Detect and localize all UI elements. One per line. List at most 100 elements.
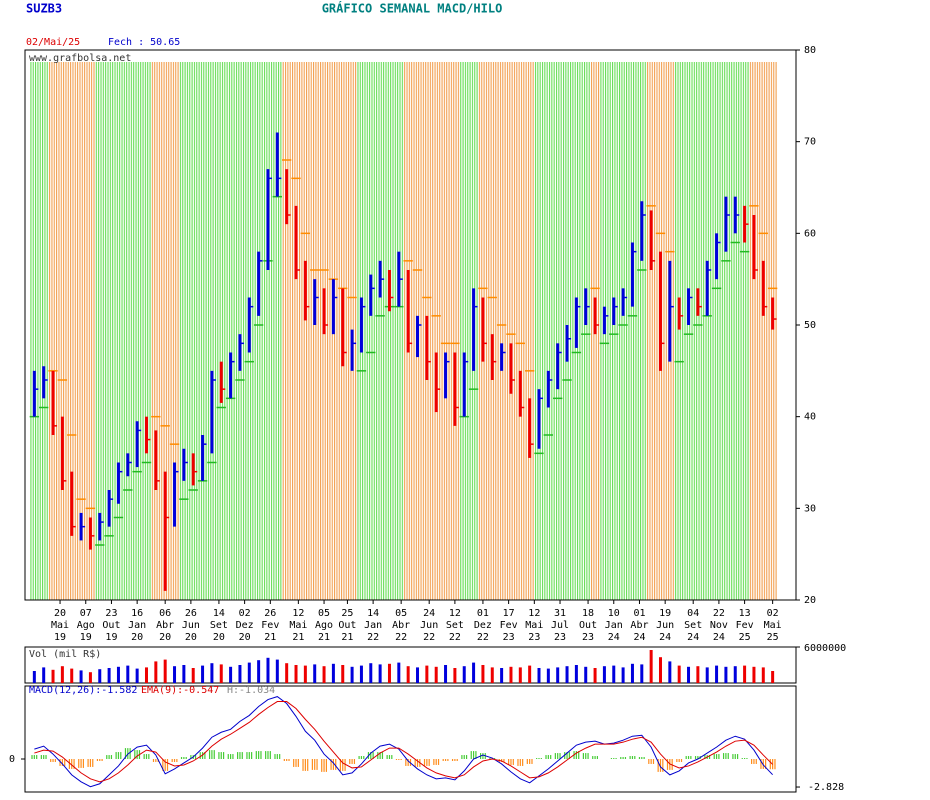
hilo-band [646, 62, 656, 600]
chart-title: GRÁFICO SEMANAL MACD/HILO [322, 1, 503, 16]
volume-bar [303, 665, 307, 683]
macd-tick-label: -2.828 [808, 782, 844, 793]
x-tick-label-line: 25 [767, 632, 779, 643]
x-tick-label-line: 21 [264, 632, 276, 643]
volume-bar [70, 668, 74, 683]
x-tick-label-line: 23 [105, 608, 117, 619]
volume-bar [387, 663, 391, 683]
macd-frame [24, 685, 797, 793]
volume-bar [509, 666, 513, 683]
x-tick-label-line: Out [102, 620, 120, 631]
x-tick-label-line: 24 [659, 632, 671, 643]
hilo-band [67, 62, 77, 600]
x-tick-label-line: 23 [554, 632, 566, 643]
x-tick-label-line: 20 [213, 632, 225, 643]
volume-bar [79, 670, 83, 683]
macd-legend: MACD(12,26):-1.582 [29, 685, 137, 696]
hilo-band [263, 62, 273, 600]
hilo-band [739, 62, 750, 600]
x-tick-label-line: Jun [656, 620, 674, 631]
x-tick-label-line: Fev [500, 620, 518, 631]
x-tick-label-line: Jul [551, 620, 569, 631]
y-tick-label: 20 [804, 595, 816, 606]
volume-bar [574, 665, 578, 683]
hilo-band [160, 62, 170, 600]
x-tick-label-line: 20 [131, 632, 143, 643]
hilo-band [216, 62, 226, 600]
volume-bar [275, 659, 279, 683]
x-tick-label-line: 22 [477, 632, 489, 643]
x-tick-label-line: 14 [213, 608, 225, 619]
x-tick-label: 16 Jan 20 [128, 608, 146, 643]
volume-bar [350, 666, 354, 683]
volume-bar [331, 663, 335, 683]
volume-bar [640, 664, 644, 683]
x-tick-label-line: 07 [80, 608, 92, 619]
x-tick-label: 13 Fev 25 [736, 608, 754, 643]
x-tick-label: 14 Set 20 [210, 608, 228, 643]
x-tick-label-line: Jun [420, 620, 438, 631]
hilo-band [39, 62, 49, 600]
hilo-band [431, 62, 441, 600]
x-tick-label: 10 Jan 24 [605, 608, 623, 643]
y-tick-label: 70 [804, 137, 816, 148]
x-tick-label-line: Fev [736, 620, 754, 631]
x-tick-label-line: 22 [367, 632, 379, 643]
x-tick-label-line: 18 [582, 608, 594, 619]
hilo-band [534, 62, 544, 600]
x-tick-label-line: 19 [80, 632, 92, 643]
x-tick-label-line: 21 [341, 632, 353, 643]
hilo-band [394, 62, 404, 600]
volume-bar [247, 662, 251, 683]
x-tick-label: 05 Abr 22 [392, 608, 410, 643]
hilo-band [758, 62, 768, 600]
x-tick-label-line: 25 [739, 632, 751, 643]
hilo-band [197, 62, 208, 600]
x-tick-label-line: Abr [392, 620, 410, 631]
volume-bar [322, 666, 326, 683]
hilo-band [375, 62, 385, 600]
x-tick-label: 31 Jul 23 [551, 608, 569, 643]
x-tick-label-line: Out [338, 620, 356, 631]
volume-bar [546, 668, 550, 683]
volume-bar [173, 666, 177, 683]
hilo-band [57, 62, 68, 600]
x-tick-label-line: Mai [51, 620, 69, 631]
x-tick-label-line: 01 [633, 608, 645, 619]
volume-bar [285, 663, 289, 683]
hilo-band [459, 62, 469, 600]
volume-frame [24, 646, 797, 684]
volume-bar [630, 663, 634, 683]
hilo-band [310, 62, 320, 600]
volume-bar [715, 665, 719, 683]
x-tick-label-line: 31 [554, 608, 566, 619]
hilo-band [179, 62, 189, 600]
x-tick-label-line: 26 [264, 608, 276, 619]
x-tick-label: 18 Out 23 [579, 608, 597, 643]
x-tick-label-line: Set [684, 620, 702, 631]
hilo-band [702, 62, 712, 600]
volume-bar [313, 664, 317, 683]
volume-bar [677, 665, 681, 683]
volume-bar [238, 665, 242, 683]
x-tick-label-line: 20 [159, 632, 171, 643]
hilo-band [95, 62, 105, 600]
y-tick-label: 60 [804, 228, 816, 239]
hilo-band [553, 62, 563, 600]
x-tick-label-line: Mai [525, 620, 543, 631]
hilo-band [581, 62, 591, 600]
volume-bar [88, 672, 92, 683]
x-tick-label: 20 Mai 19 [51, 608, 69, 643]
hilo-band [132, 62, 142, 600]
hilo-band [618, 62, 628, 600]
x-tick-label-line: 24 [687, 632, 699, 643]
hilo-band [674, 62, 684, 600]
hilo-band [300, 62, 311, 600]
volume-bar [144, 667, 148, 683]
y-tick-label: 80 [804, 45, 816, 56]
volume-bar [210, 663, 214, 683]
x-tick-label: 24 Jun 22 [420, 608, 438, 643]
volume-bar [771, 671, 775, 683]
x-tick-label-line: Nov [710, 620, 728, 631]
hilo-band [440, 62, 451, 600]
